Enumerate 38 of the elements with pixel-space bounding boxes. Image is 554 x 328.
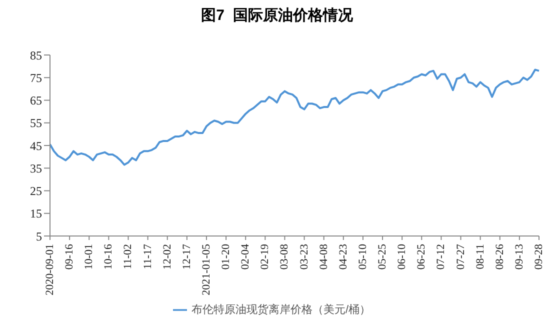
x-tick-label: 07-27 — [454, 244, 467, 270]
x-tick-label: 10-16 — [102, 244, 115, 270]
line-series — [49, 68, 540, 166]
chart-title: 图7 国际原油价格情况 — [200, 6, 354, 25]
y-tick-label: 5 — [36, 229, 42, 244]
x-tick-label: 12-02 — [161, 244, 174, 270]
x-tick-label: 11-17 — [142, 244, 154, 270]
y-tick-label: 55 — [30, 116, 42, 130]
x-tick-label: 09-16 — [64, 244, 76, 270]
y-tick-label: 75 — [30, 70, 42, 85]
x-tick-label: 01-20 — [220, 244, 232, 270]
y-tick-label: 85 — [30, 48, 42, 62]
x-tick-label: 2021-01-05 — [200, 244, 212, 296]
x-tick-label: 10-01 — [83, 244, 96, 270]
x-tick-label: 08-26 — [494, 244, 506, 270]
x-tick-label: 09-28 — [533, 244, 545, 270]
x-tick-label: 04-08 — [318, 244, 330, 270]
legend-label: 布伦特原油现货离岸价格（美元/桶） — [191, 304, 371, 316]
y-tick-label: 35 — [30, 161, 42, 176]
x-tick-label: 08-11 — [474, 244, 486, 270]
x-tick-label: 02-04 — [240, 244, 252, 270]
x-tick-label: 03-08 — [278, 244, 291, 270]
x-tick-label: 05-25 — [376, 244, 389, 270]
x-tick-label: 11-02 — [122, 244, 134, 270]
y-tick-label: 25 — [30, 184, 42, 198]
y-tick-label: 45 — [30, 138, 42, 153]
x-tick-label: 06-25 — [416, 244, 428, 270]
x-tick-label: 12-17 — [180, 244, 193, 270]
x-tick-label: 03-23 — [298, 244, 310, 270]
x-tick-label: 2020-09-01 — [44, 244, 56, 296]
x-tick-label: 02-19 — [259, 244, 272, 270]
x-tick-label: 05-10 — [356, 244, 369, 270]
y-tick-label: 65 — [30, 94, 42, 108]
x-tick-label: 09-13 — [513, 244, 526, 270]
y-tick-label: 15 — [30, 206, 42, 221]
x-tick-label: 04-23 — [337, 244, 350, 270]
x-tick-label: 07-12 — [435, 244, 448, 270]
x-tick-label: 06-10 — [396, 244, 408, 270]
